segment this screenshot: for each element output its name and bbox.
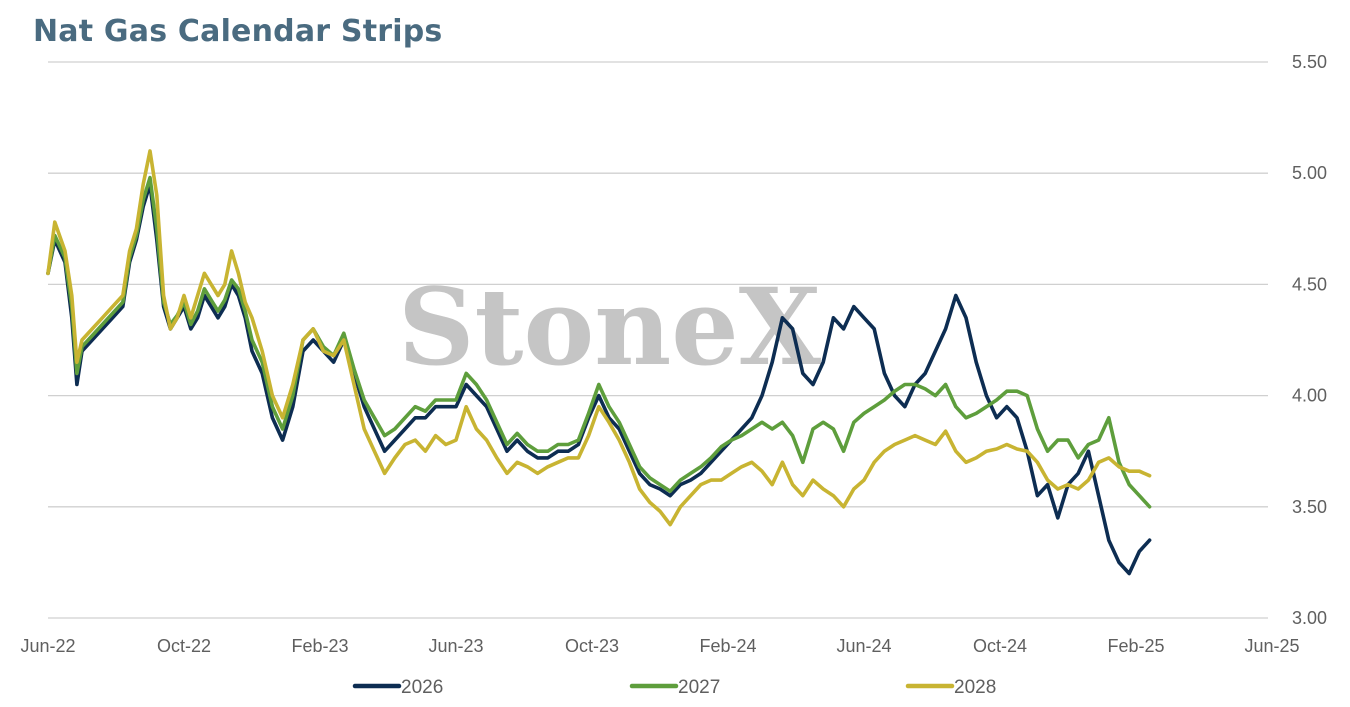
y-tick-label: 5.50 — [1292, 52, 1327, 72]
x-tick-label: Jun-22 — [20, 636, 75, 656]
series-line-2027 — [46, 175, 1152, 509]
legend-label-2028: 2028 — [954, 677, 996, 698]
x-tick-label: Jun-25 — [1244, 636, 1299, 656]
series-line-2028 — [46, 149, 1152, 527]
legend-label-2026: 2026 — [401, 677, 443, 698]
x-tick-label: Jun-24 — [836, 636, 891, 656]
x-tick-label: Jun-23 — [428, 636, 483, 656]
chart-title: Nat Gas Calendar Strips — [33, 14, 443, 49]
y-tick-label: 5.00 — [1292, 163, 1327, 183]
x-tick-label: Oct-22 — [157, 636, 211, 656]
series-line-2026 — [46, 182, 1152, 576]
y-tick-label: 4.50 — [1292, 274, 1327, 294]
x-tick-label: Feb-24 — [699, 636, 756, 656]
y-tick-label: 4.00 — [1292, 386, 1327, 406]
legend-label-2027: 2027 — [678, 677, 720, 698]
watermark: StoneX — [398, 264, 822, 389]
x-tick-label: Oct-23 — [565, 636, 619, 656]
x-tick-label: Feb-25 — [1107, 636, 1164, 656]
y-tick-label: 3.50 — [1292, 497, 1327, 517]
x-tick-label: Oct-24 — [973, 636, 1027, 656]
y-tick-label: 3.00 — [1292, 608, 1327, 628]
x-tick-label: Feb-23 — [291, 636, 348, 656]
